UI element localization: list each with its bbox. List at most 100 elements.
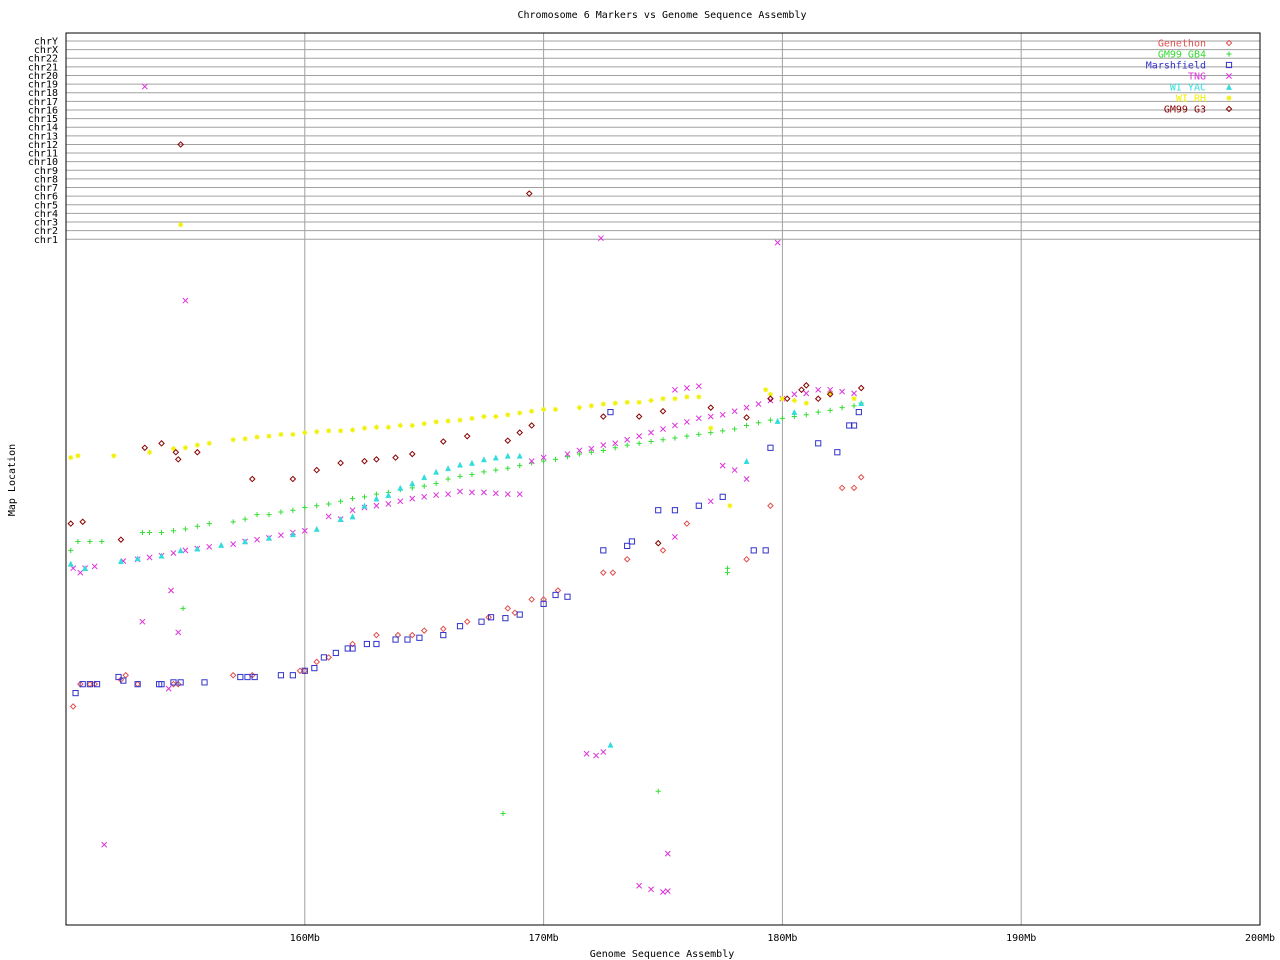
data-point xyxy=(636,440,642,446)
data-point xyxy=(493,413,499,420)
data-point xyxy=(361,502,368,509)
data-point xyxy=(850,484,858,492)
data-point xyxy=(242,538,249,545)
data-point xyxy=(254,434,260,440)
data-point xyxy=(755,401,762,408)
data-point xyxy=(194,448,201,456)
data-point xyxy=(480,456,487,463)
data-point xyxy=(433,492,440,499)
data-point xyxy=(373,456,380,463)
data-point xyxy=(373,631,380,639)
legend-label: Genethon xyxy=(1158,39,1206,50)
data-point xyxy=(528,596,535,603)
data-point xyxy=(206,543,213,550)
series-gm99-gb4 xyxy=(68,400,864,817)
data-point xyxy=(815,409,821,415)
data-point xyxy=(660,437,666,443)
data-point xyxy=(326,428,332,434)
data-point xyxy=(421,483,427,489)
data-point xyxy=(779,415,785,421)
data-point xyxy=(146,554,153,561)
data-point xyxy=(664,888,671,895)
data-point xyxy=(349,640,356,648)
data-point xyxy=(363,640,370,648)
data-point xyxy=(392,636,399,643)
data-point xyxy=(457,473,463,479)
data-point xyxy=(540,600,547,607)
data-point xyxy=(120,677,127,684)
data-point xyxy=(623,555,631,563)
data-point xyxy=(349,645,356,652)
data-point xyxy=(612,445,618,451)
data-point xyxy=(433,480,439,487)
plot-frame xyxy=(65,32,1261,926)
data-point xyxy=(798,386,805,394)
data-point xyxy=(325,513,332,520)
data-point xyxy=(857,384,865,392)
data-point xyxy=(720,428,726,434)
data-point xyxy=(289,531,296,538)
data-point xyxy=(302,430,308,436)
data-point xyxy=(791,391,798,398)
data-point xyxy=(552,406,559,413)
data-point xyxy=(397,484,404,491)
data-point xyxy=(724,565,731,571)
data-point xyxy=(385,424,391,430)
data-point xyxy=(624,399,630,405)
data-point xyxy=(648,429,655,436)
data-point xyxy=(440,632,447,639)
data-point xyxy=(600,401,606,407)
data-point xyxy=(361,457,368,465)
chrom-label: chr19 xyxy=(28,80,58,91)
data-point xyxy=(206,440,212,446)
data-point xyxy=(707,413,714,420)
data-point xyxy=(134,681,141,688)
data-point xyxy=(68,454,74,461)
data-point xyxy=(172,448,180,456)
data-point xyxy=(134,555,141,562)
data-point xyxy=(178,222,184,228)
data-point xyxy=(600,748,607,755)
data-point xyxy=(373,495,380,502)
data-point xyxy=(727,503,733,509)
x-tick-label: 160Mb xyxy=(290,933,320,944)
data-point xyxy=(750,547,757,554)
data-point xyxy=(624,542,631,549)
data-point xyxy=(671,422,678,429)
chrom-label: chr12 xyxy=(28,140,58,151)
x-tick-label: 170Mb xyxy=(529,933,559,944)
data-point xyxy=(803,412,809,418)
data-point xyxy=(349,507,356,514)
data-point xyxy=(655,507,662,514)
data-point xyxy=(767,391,774,397)
data-point xyxy=(69,703,77,710)
data-point xyxy=(504,605,512,612)
data-point xyxy=(361,425,368,431)
data-point xyxy=(457,417,463,423)
data-point xyxy=(492,490,499,497)
data-point xyxy=(373,640,380,648)
data-point xyxy=(743,414,750,421)
data-point xyxy=(361,494,368,500)
legend-marker xyxy=(1226,95,1232,101)
data-point xyxy=(277,532,284,539)
data-point xyxy=(463,432,471,440)
data-point xyxy=(791,397,797,404)
data-point xyxy=(170,679,177,686)
data-point xyxy=(456,623,464,630)
data-point xyxy=(201,679,208,686)
data-point xyxy=(177,679,184,686)
legend-marker xyxy=(1225,105,1233,113)
data-point xyxy=(731,408,738,415)
data-point xyxy=(609,569,617,576)
data-point xyxy=(683,520,691,527)
data-point xyxy=(597,235,604,242)
data-point xyxy=(564,451,571,457)
legend-label: GM99 GB4 xyxy=(1158,50,1206,61)
data-point xyxy=(612,400,618,406)
data-point xyxy=(168,587,175,594)
data-point xyxy=(779,396,785,402)
data-point xyxy=(242,436,248,442)
